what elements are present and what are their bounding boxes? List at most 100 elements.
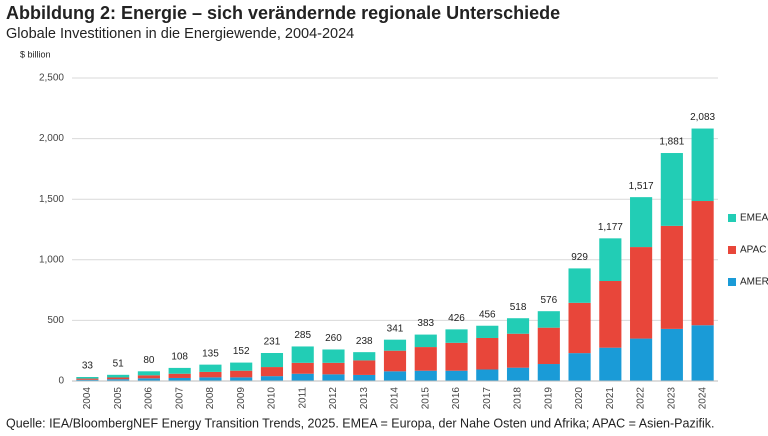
bar-segment [660,153,683,226]
total-label: 80 [143,355,155,366]
bar-segment [322,374,345,381]
bar-segment [291,362,314,374]
x-tick-label: 2008 [205,387,216,410]
total-label: 152 [233,346,250,357]
legend-label: EMEA [740,213,768,224]
bar-segment [691,128,714,202]
bar-segment [137,371,160,376]
total-label: 383 [417,318,434,329]
bar-segment [353,352,376,361]
y-tick-label: 2,500 [39,73,64,84]
bar-segment [476,337,499,370]
x-tick-label: 2024 [697,387,708,410]
x-tick-label: 2004 [82,387,93,410]
x-tick-label: 2021 [605,387,616,410]
x-tick-label: 2010 [267,387,278,410]
total-label: 51 [113,358,125,369]
bar-segment [691,325,714,381]
bar-segment [660,328,683,381]
total-label: 33 [82,361,94,372]
total-label: 1,881 [659,137,684,148]
x-tick-label: 2020 [574,387,585,410]
total-label: 108 [171,352,188,363]
legend-swatch [728,214,736,222]
chart-subtitle: Globale Investitionen in die Energiewend… [6,26,354,42]
bar-segment [630,197,653,248]
bar-segment [168,367,191,374]
bar-segment [537,327,560,365]
y-tick-label: 500 [47,315,64,326]
total-label: 2,083 [690,112,715,123]
bar-segment [445,342,468,371]
total-label: 426 [448,313,465,324]
bar-segment [260,376,284,381]
total-label: 238 [356,336,373,347]
bar-segment [137,375,160,379]
x-tick-label: 2009 [236,387,247,410]
bar-segment [537,364,560,381]
bar-segment [107,377,130,380]
bar-segment [199,377,222,381]
bar-segment [322,362,345,375]
bar-segment [322,349,345,363]
total-label: 231 [264,337,281,348]
bar-segment [107,379,130,381]
bar-segment [506,333,530,368]
y-axis-label: $ billion [20,49,51,59]
total-label: 456 [479,309,496,320]
bar-segment [414,370,437,381]
bar-segment [445,329,468,343]
bar-segment [76,377,99,379]
bar-segment [445,370,468,381]
x-tick-label: 2007 [174,387,185,410]
total-label: 135 [202,348,219,359]
x-tick-label: 2013 [359,387,370,410]
bar-segment [168,373,191,378]
bar-segment [630,247,653,339]
bar-segment [599,347,622,381]
bar-segment [353,360,376,375]
bar-segment [568,353,591,381]
bar-segment [260,367,284,377]
x-tick-label: 2014 [390,387,401,410]
total-label: 260 [325,333,342,344]
bar-segment [476,325,499,338]
bar-segment [76,378,99,380]
bar-segment [383,350,407,372]
y-tick-label: 1,000 [39,254,64,265]
bar-segment [414,334,437,348]
total-label: 518 [510,302,527,313]
y-tick-label: 0 [58,376,64,387]
total-label: 576 [540,295,557,306]
bar-segment [260,353,284,368]
x-tick-label: 2023 [666,387,677,410]
chart-title: Abbildung 2: Energie – sich verändernde … [6,3,560,23]
total-label: 1,177 [598,222,623,233]
bar-segment [137,378,160,381]
x-tick-label: 2022 [636,387,647,410]
bar-segment [383,371,407,381]
legend-swatch [728,278,736,286]
bar-segment [506,367,530,381]
bar-segment [414,347,437,371]
bar-segment [353,374,376,381]
x-tick-label: 2011 [297,387,308,409]
bar-segment [568,302,591,354]
x-tick-label: 2015 [420,387,431,410]
bar-segment [199,371,222,378]
bar-segment [630,338,653,381]
x-tick-label: 2019 [543,387,554,410]
bar-segment [506,318,530,334]
bar-segment [76,379,99,381]
y-tick-label: 1,500 [39,194,64,205]
total-label: 285 [294,330,311,341]
total-label: 1,517 [629,181,654,192]
bar-segment [691,201,714,326]
bar-segment [383,339,407,351]
source-note: Quelle: IEA/BloombergNEF Energy Transiti… [6,416,714,430]
legend-label: APAC [740,245,767,256]
bar-segment [107,374,130,378]
bar-segment [476,369,499,381]
bar-segment [230,377,253,381]
x-tick-label: 2017 [482,387,493,410]
